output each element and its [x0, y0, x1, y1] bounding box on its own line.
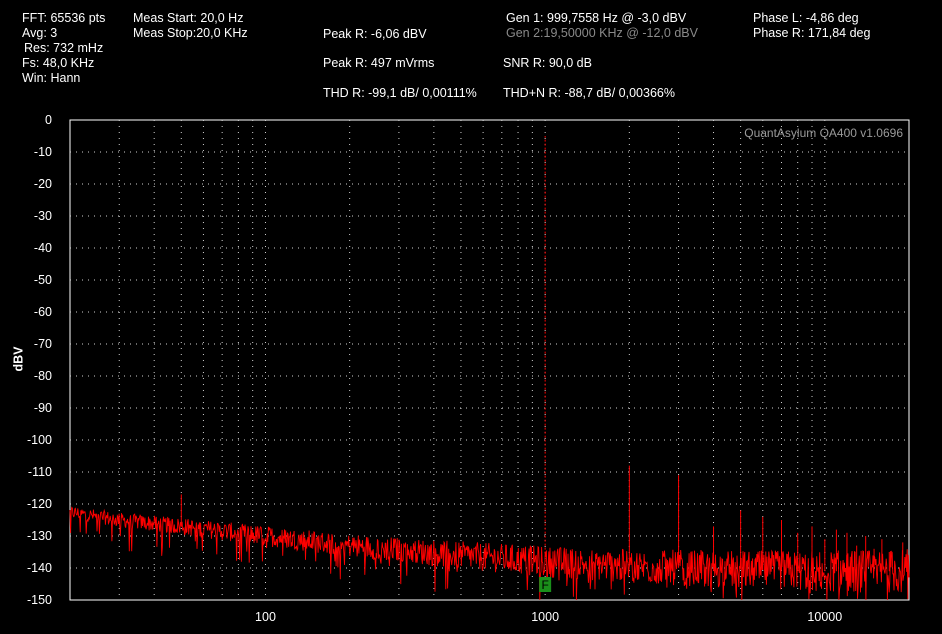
y-tick-label: -80 — [34, 369, 52, 383]
fundamental-marker — [539, 577, 552, 592]
phase-r-label: Phase R: 171,84 deg — [753, 26, 871, 40]
y-tick-label: -90 — [34, 401, 52, 415]
y-tick-label: -110 — [28, 465, 52, 479]
y-tick-label: -70 — [34, 337, 52, 351]
watermark: QuantAsylum QA400 v1.0696 — [744, 126, 903, 140]
gen2-label: Gen 2:19,50000 KHz @ -12,0 dBV — [506, 26, 698, 40]
gen1-label: Gen 1: 999,7558 Hz @ -3,0 dBV — [506, 11, 687, 25]
averages-label: Avg: 3 — [22, 26, 58, 40]
meas-start-label: Meas Start: 20,0 Hz — [133, 11, 244, 25]
x-tick-label: 1000 — [531, 610, 559, 624]
y-tick-label: -100 — [27, 433, 52, 447]
resolution-label: Res: 732 mHz — [24, 41, 104, 55]
y-tick-label: -10 — [34, 145, 52, 159]
window-label: Win: Hann — [22, 71, 81, 85]
y-tick-label: -140 — [27, 561, 52, 575]
y-tick-label: -60 — [34, 305, 52, 319]
y-tick-label: 0 — [45, 113, 52, 127]
fundamental-marker-label: F — [541, 578, 548, 592]
y-tick-label: -130 — [27, 529, 52, 543]
y-tick-label: -150 — [27, 593, 52, 607]
sample-rate-label: Fs: 48,0 KHz — [22, 56, 95, 70]
meas-stop-label: Meas Stop:20,0 KHz — [133, 26, 248, 40]
x-tick-label: 10000 — [807, 610, 842, 624]
phase-l-label: Phase L: -4,86 deg — [753, 11, 859, 25]
thd-r-label: THD R: -99,1 dB/ 0,00111% — [323, 86, 477, 100]
snr-r-label: SNR R: 90,0 dB — [503, 56, 592, 70]
thdn-r-label: THD+N R: -88,7 dB/ 0,00366% — [503, 86, 675, 100]
peak-r-mvrms-label: Peak R: 497 mVrms — [323, 56, 435, 70]
fft-size-label: FFT: 65536 pts — [22, 11, 106, 25]
spectrum-trace — [69, 506, 910, 601]
y-tick-label: -40 — [34, 241, 52, 255]
y-tick-label: -20 — [34, 177, 52, 191]
y-tick-label: -120 — [27, 497, 52, 511]
plot-frame — [69, 119, 910, 601]
x-tick-label: 100 — [255, 610, 276, 624]
peak-r-dbv-label: Peak R: -6,06 dBV — [323, 27, 427, 41]
y-tick-label: -30 — [34, 209, 52, 223]
y-tick-label: -50 — [34, 273, 52, 287]
